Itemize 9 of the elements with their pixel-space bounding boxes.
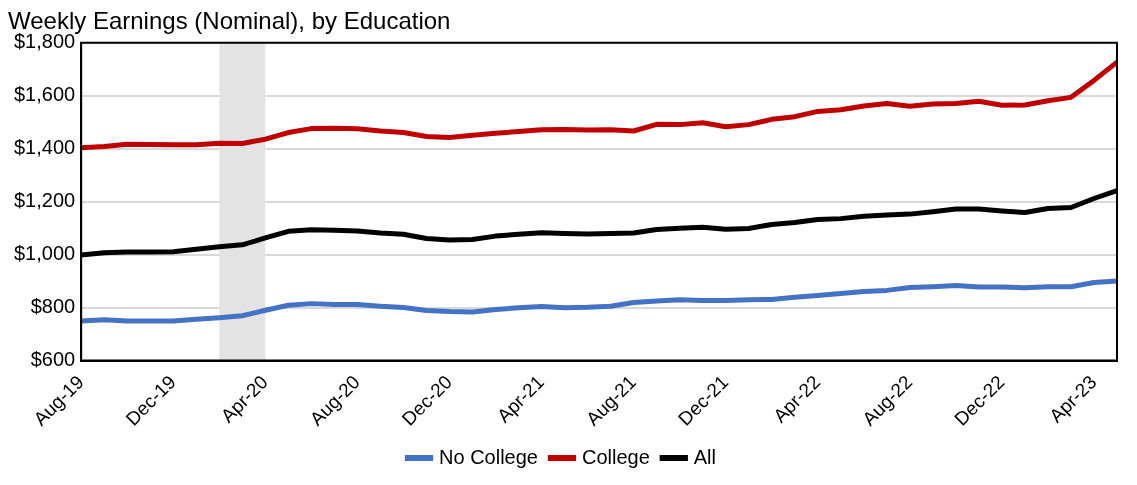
y-tick-label: $600 [30, 348, 76, 371]
legend-label: All [693, 445, 716, 468]
legend-label: No College [439, 445, 538, 468]
y-tick-label: $1,000 [14, 242, 76, 265]
y-tick-label: $1,400 [14, 136, 76, 159]
legend-label: College [581, 445, 650, 468]
y-tick-label: $1,200 [14, 189, 76, 212]
y-tick-label: $1,600 [14, 83, 76, 106]
y-tick-label: $800 [30, 295, 76, 318]
